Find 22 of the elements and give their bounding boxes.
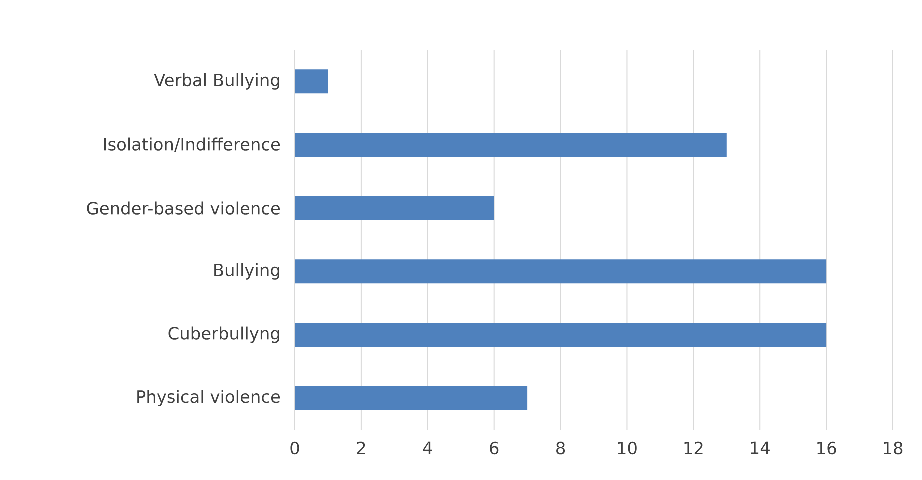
y-tick-label: Bullying (214, 263, 280, 280)
x-tick-label: 16 (818, 442, 836, 455)
x-tick-label: 2 (357, 442, 366, 454)
x-tick-label: 4 (423, 442, 432, 454)
x-tick-label: 6 (490, 442, 499, 455)
y-tick-label: Physical violence (138, 390, 280, 407)
x-tick-label: 12 (684, 442, 703, 454)
x-tick-label: 14 (751, 442, 770, 454)
x-tick-label: 18 (884, 442, 903, 455)
x-tick-label: 0 (290, 442, 300, 455)
bar (295, 196, 494, 220)
bar (295, 133, 727, 158)
bar (295, 260, 827, 284)
bar (295, 70, 328, 94)
bar (295, 323, 827, 348)
bar (295, 386, 528, 410)
x-tick-label: 8 (556, 442, 566, 455)
y-tick-label: Cuberbullyng (168, 326, 280, 344)
y-tick-label: Isolation/Indifference (104, 138, 280, 152)
x-tick-label: 10 (618, 442, 637, 455)
y-tick-label: Verbal Bullying (154, 73, 280, 90)
y-tick-label: Gender-based violence (87, 202, 280, 215)
